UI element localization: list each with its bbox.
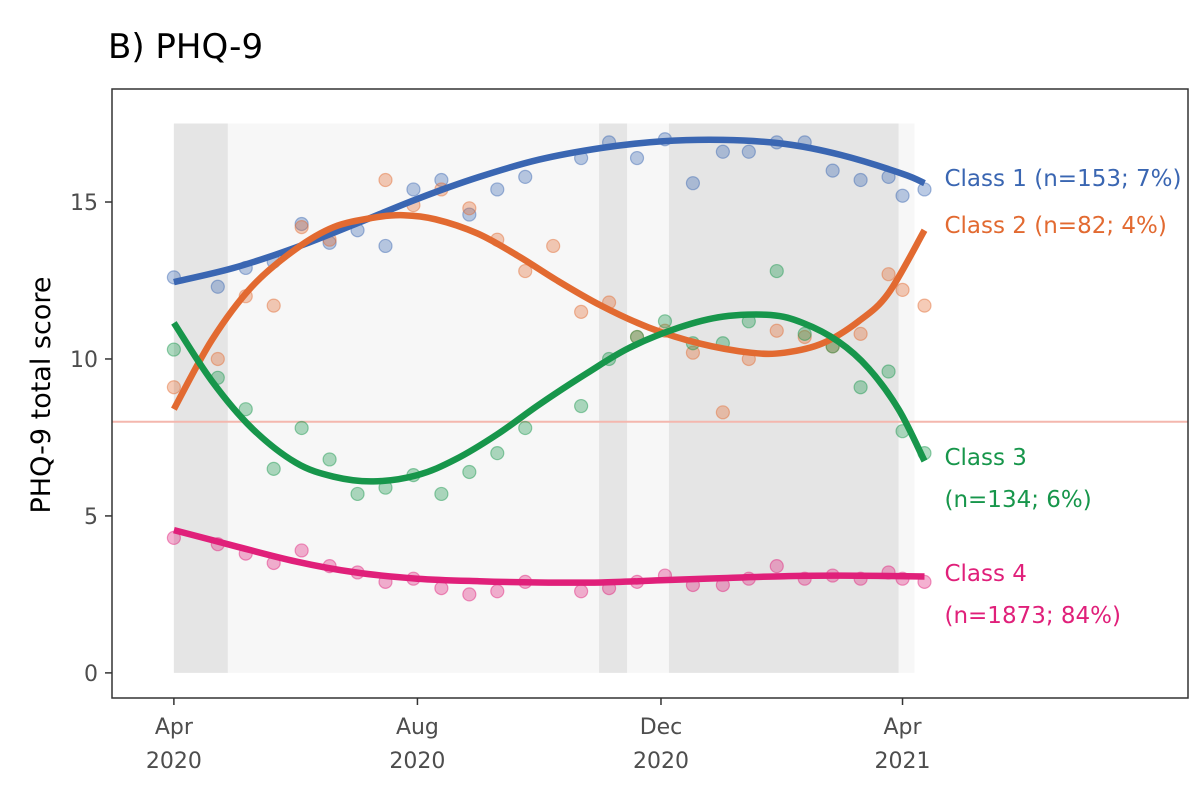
class-4-fit-line — [173, 526, 925, 586]
class-1-label: Class 1 (n=153; 7%) — [944, 166, 1181, 192]
class-2-point — [715, 405, 730, 420]
class-3-point — [881, 364, 896, 379]
class-4-point — [574, 584, 589, 599]
class-3-point — [462, 464, 477, 480]
y-tick-label: 0 — [84, 662, 98, 687]
plot-frame — [111, 88, 1189, 699]
class-2-point — [378, 172, 393, 188]
class-1-point — [378, 238, 393, 254]
class-2-point — [917, 298, 932, 313]
class-1-point — [490, 182, 505, 197]
class-1-point — [715, 144, 730, 159]
class-1-point — [853, 172, 868, 188]
y-tick-label: 10 — [70, 348, 98, 373]
class-3-point — [266, 461, 281, 476]
class-3-point — [574, 398, 589, 414]
class-1-point — [629, 150, 645, 166]
class-2-point — [294, 220, 309, 235]
class-2-point — [797, 329, 812, 345]
class-1-point — [895, 188, 910, 203]
series-labels-layer: Class 1 (n=153; 7%) Class 2 (n=82; 4%) Cla… — [944, 166, 1181, 629]
class-4-point — [294, 543, 309, 558]
y-tick-label: 5 — [84, 505, 98, 530]
class-1-point — [518, 169, 533, 184]
y-axis-title: PHQ-9 total score — [26, 277, 57, 514]
class-4-point — [769, 559, 784, 574]
class-1-point — [917, 182, 932, 197]
class-2-point — [210, 351, 225, 367]
class-1-point — [462, 207, 477, 222]
class-1-point — [741, 144, 756, 159]
class-4-label: Class 4 (n=1873; 84%) — [944, 561, 1121, 629]
class-3-point — [853, 380, 868, 395]
class-2-point — [546, 238, 561, 254]
class-3-point — [769, 263, 784, 279]
class-2-point — [462, 201, 477, 216]
class-3-point — [294, 420, 309, 436]
y-tick-label: 15 — [70, 191, 98, 216]
class-2-point — [266, 298, 281, 313]
class-3-point — [434, 486, 449, 502]
class-2-point — [685, 345, 701, 360]
class-2-point — [853, 326, 868, 341]
class-3-point — [166, 342, 181, 357]
x-tick-label: Dec 2020 — [633, 715, 689, 774]
class-1-point — [406, 182, 421, 197]
shaded-period-3 — [668, 123, 899, 673]
class-2-point — [895, 282, 910, 298]
class-2-point — [518, 263, 533, 279]
class-2-point — [166, 380, 181, 395]
class-3-point — [797, 326, 812, 341]
x-tick-label: Apr 2021 — [875, 715, 931, 774]
class-1-point — [294, 216, 309, 232]
class-3-point — [518, 420, 533, 436]
class-3-point — [350, 486, 365, 502]
class-1-point — [825, 163, 840, 178]
chart-title: B) PHQ-9 — [108, 27, 263, 67]
class-1-point — [685, 176, 701, 191]
class-4-point — [434, 581, 449, 596]
class-3-point — [238, 402, 253, 417]
class-3-label: Class 3 (n=134; 6%) — [944, 445, 1091, 513]
fit-lines-layer — [171, 136, 928, 586]
class-2-point — [881, 267, 896, 282]
class-2-point — [574, 304, 589, 319]
class-3-point — [657, 314, 673, 329]
x-tick-label: Aug 2020 — [389, 715, 445, 774]
x-tick-label: Apr 2020 — [146, 715, 202, 774]
class-2-point — [769, 323, 784, 338]
class-4-point — [462, 587, 477, 602]
class-3-point — [322, 452, 337, 467]
class-2-label: Class 2 (n=82; 4%) — [944, 213, 1166, 239]
class-2-fit-line — [171, 211, 928, 411]
class-3-fit-line — [171, 311, 928, 485]
class-3-point — [490, 446, 505, 461]
class-4-point — [490, 584, 505, 599]
axes-layer: 0 5 10 15 Apr 2020 Aug 2020 Dec 2020 Apr 2021 — [70, 191, 931, 774]
class-1-point — [210, 279, 225, 294]
